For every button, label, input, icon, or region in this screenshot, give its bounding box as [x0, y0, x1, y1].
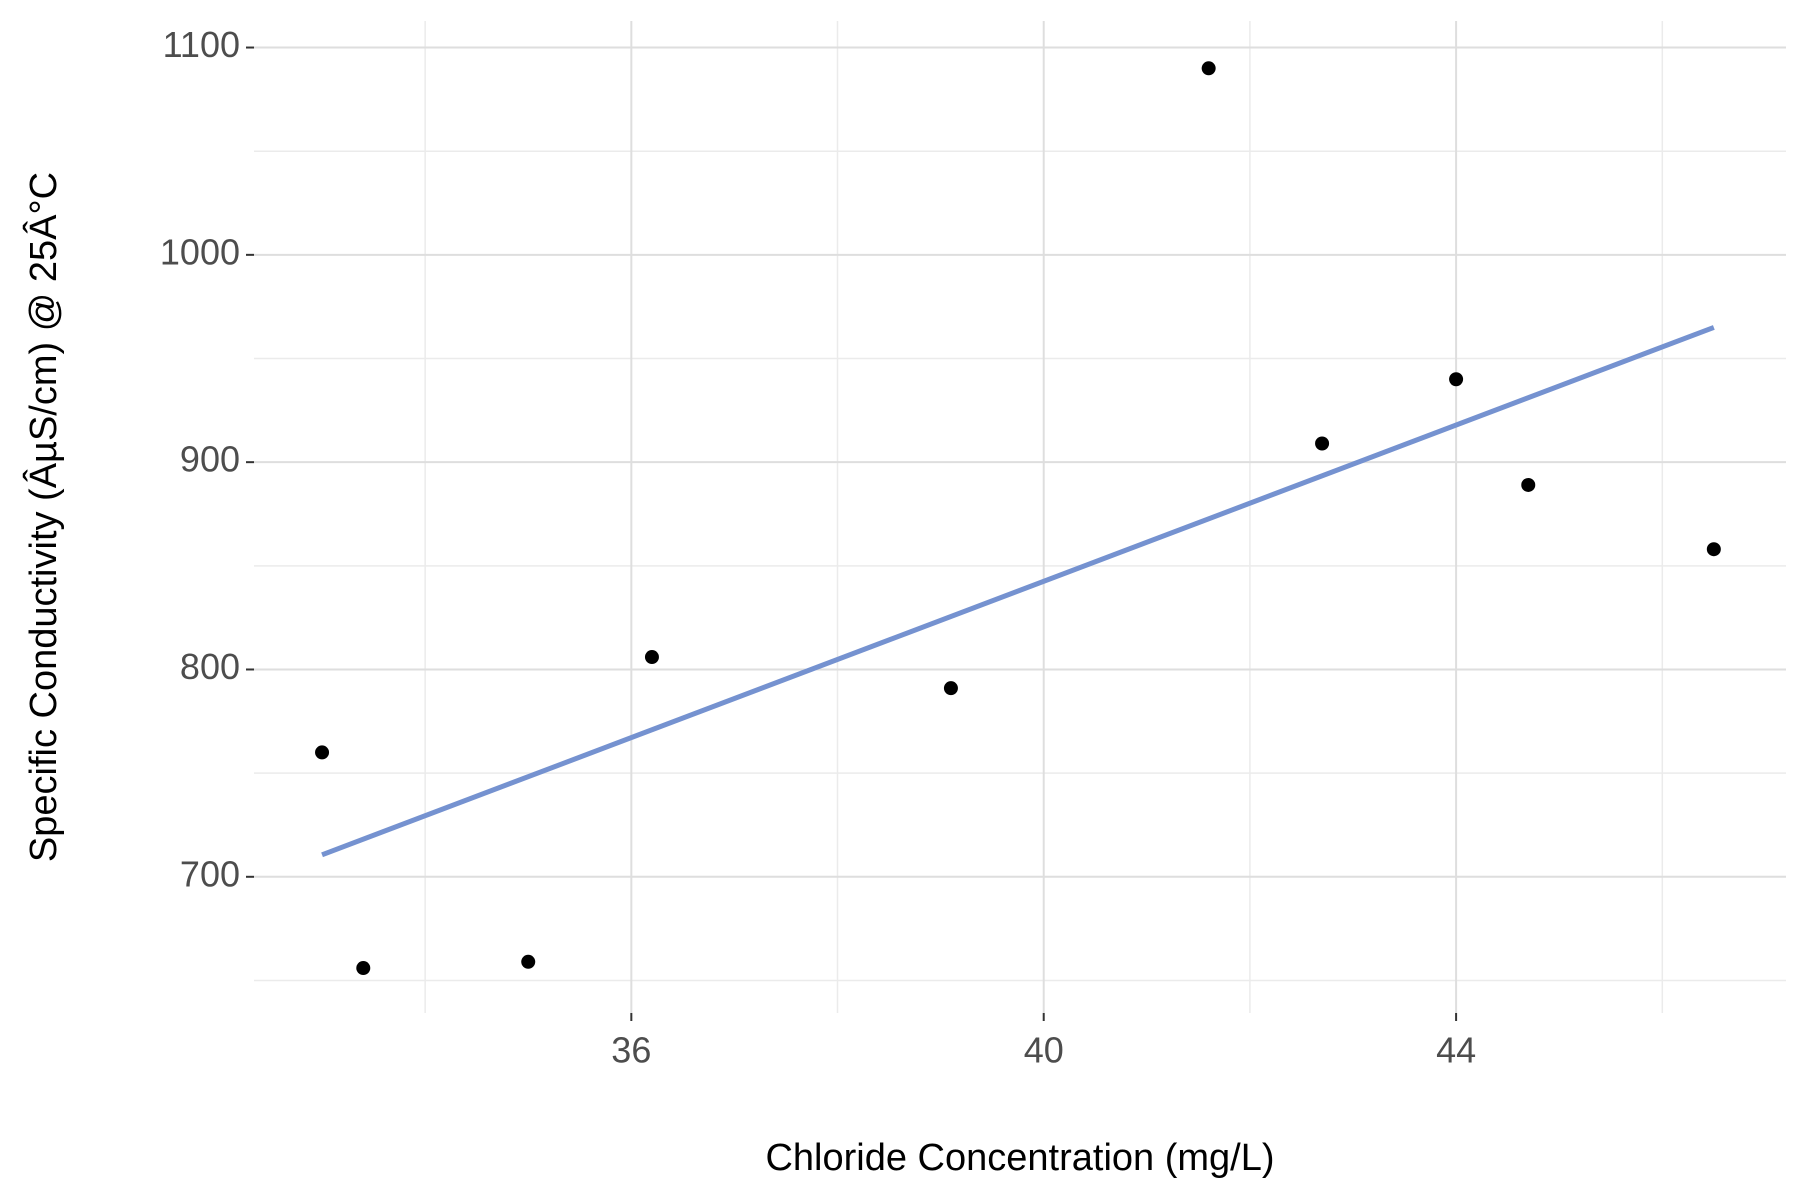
fit-line: [321, 325, 1715, 858]
x-tick-label: 44: [1436, 1030, 1476, 1071]
y-tick-label: 800: [180, 646, 240, 687]
point: [1521, 477, 1536, 492]
y-axis-title: Specific Conductivity (ÂµS/cm) @ 25Â°C: [22, 172, 65, 862]
y-tick-label: 1100: [163, 24, 240, 65]
point: [1315, 436, 1330, 451]
point: [1449, 372, 1464, 387]
y-tick-label: 900: [180, 439, 240, 480]
x-axis-title: Chloride Concentration (mg/L): [765, 1137, 1274, 1179]
point: [644, 650, 659, 665]
x-tick-label: 36: [611, 1030, 651, 1071]
point: [356, 961, 371, 976]
x-tick-label: 40: [1024, 1030, 1064, 1071]
point: [315, 745, 330, 760]
y-tick-label: 700: [180, 853, 240, 894]
point: [1201, 61, 1216, 76]
point: [943, 681, 958, 696]
point: [1706, 542, 1721, 557]
point: [521, 954, 536, 969]
y-tick-label: 1000: [160, 231, 240, 272]
